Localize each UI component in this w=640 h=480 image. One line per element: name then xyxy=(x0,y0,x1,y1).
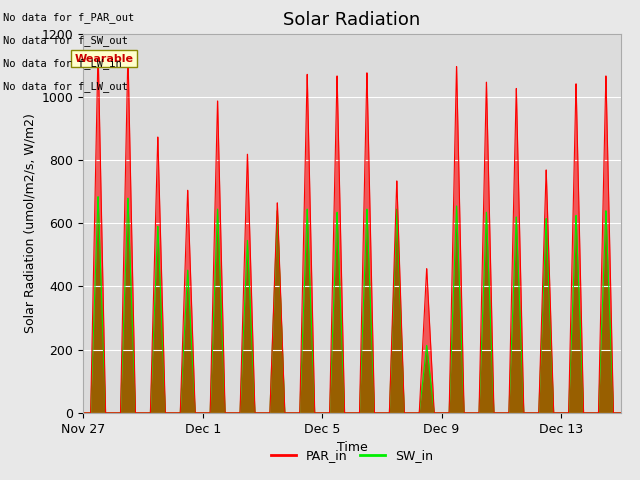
Legend: PAR_in, SW_in: PAR_in, SW_in xyxy=(266,444,438,467)
Text: No data for f_LW_out: No data for f_LW_out xyxy=(3,81,128,92)
Text: No data for f_PAR_out: No data for f_PAR_out xyxy=(3,12,134,23)
Text: Wearable: Wearable xyxy=(74,54,133,63)
Text: No data for f_SW_out: No data for f_SW_out xyxy=(3,35,128,46)
Title: Solar Radiation: Solar Radiation xyxy=(284,11,420,29)
Text: No data for f_LW_in: No data for f_LW_in xyxy=(3,58,122,69)
Y-axis label: Solar Radiation (umol/m2/s, W/m2): Solar Radiation (umol/m2/s, W/m2) xyxy=(23,113,36,333)
X-axis label: Time: Time xyxy=(337,441,367,454)
